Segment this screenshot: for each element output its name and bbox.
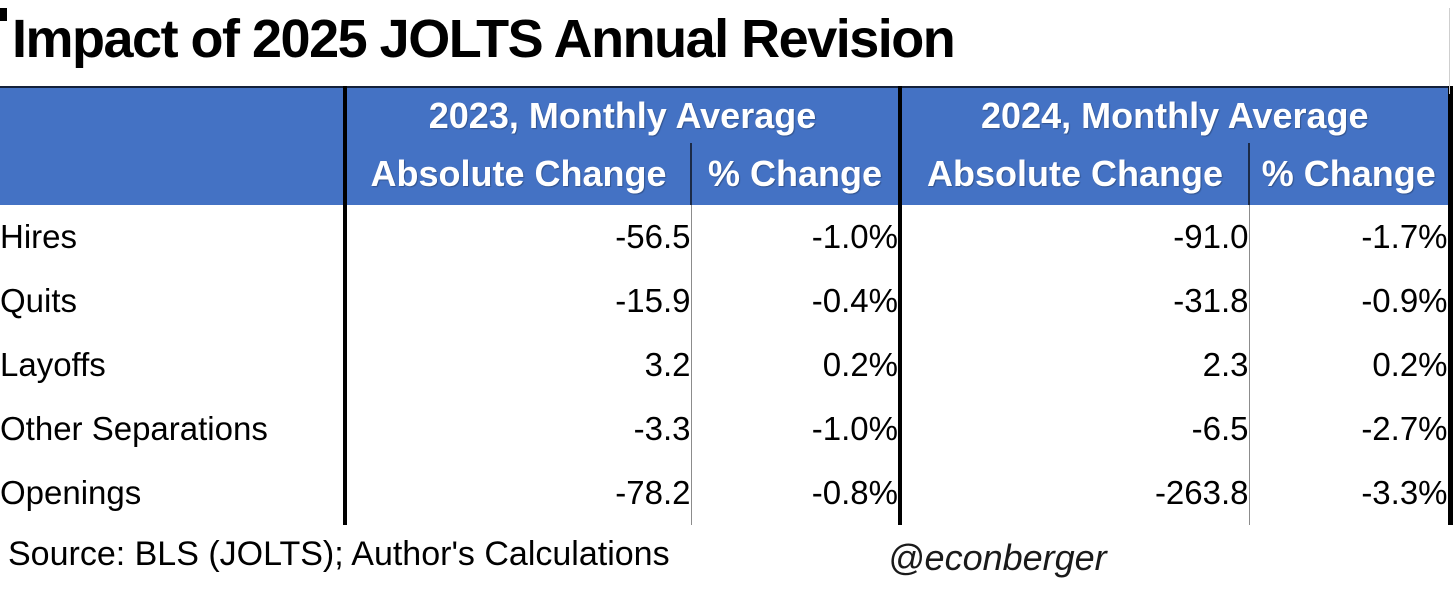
table-row-quits: Quits -15.9 -0.4% -31.8 -0.9% bbox=[0, 269, 1453, 333]
cell-pct-2024: -2.7% bbox=[1248, 397, 1453, 461]
cell-pct-2023: -0.8% bbox=[690, 461, 901, 525]
cell-abs-2023: -78.2 bbox=[343, 461, 691, 525]
table-row-layoffs: Layoffs 3.2 0.2% 2.3 0.2% bbox=[0, 333, 1453, 397]
cell-pct-2024: -3.3% bbox=[1248, 461, 1453, 525]
cell-abs-2023: 3.2 bbox=[343, 333, 691, 397]
row-label: Layoffs bbox=[0, 346, 106, 383]
col-header-pct-change-2024: % Change bbox=[1248, 143, 1453, 205]
screenshot-edge-artifact bbox=[1449, 8, 1450, 94]
cell-abs-2023: -56.5 bbox=[343, 205, 691, 269]
cell-abs-2024: -6.5 bbox=[898, 397, 1250, 461]
cell-pct-2023: -1.0% bbox=[690, 205, 901, 269]
cell-abs-2023: -15.9 bbox=[343, 269, 691, 333]
row-label: Quits bbox=[0, 282, 78, 319]
group-header-row: 2023, Monthly Average 2024, Monthly Aver… bbox=[0, 87, 1453, 205]
table-row-hires: Hires -56.5 -1.0% -91.0 -1.7% bbox=[0, 205, 1453, 269]
cell-abs-2024: -91.0 bbox=[898, 205, 1250, 269]
col-header-abs-change-2024: Absolute Change bbox=[898, 143, 1250, 205]
table-row-other-separations: Other Separations -3.3 -1.0% -6.5 -2.7% bbox=[0, 397, 1453, 461]
cell-pct-2024: -0.9% bbox=[1248, 269, 1453, 333]
jolts-revision-table: 2023, Monthly Average 2024, Monthly Aver… bbox=[0, 86, 1453, 525]
cell-pct-2023: 0.2% bbox=[690, 333, 901, 397]
col-header-abs-change-2023: Absolute Change bbox=[343, 143, 691, 205]
page-title: Impact of 2025 JOLTS Annual Revision bbox=[12, 9, 956, 69]
sub-header-row: Absolute Change % Change Absolute Change… bbox=[0, 143, 1453, 205]
author-credit: @econberger bbox=[888, 537, 1107, 578]
source-note: Source: BLS (JOLTS); Author's Calculatio… bbox=[8, 535, 670, 573]
cell-abs-2024: -263.8 bbox=[898, 461, 1250, 525]
table-row-openings: Openings -78.2 -0.8% -263.8 -3.3% bbox=[0, 461, 1453, 525]
col-header-pct-change-2023: % Change bbox=[689, 143, 901, 205]
screenshot-corner-artifact bbox=[0, 8, 7, 21]
group-header-2024: 2024, Monthly Average bbox=[898, 87, 1453, 143]
cell-pct-2024: 0.2% bbox=[1248, 333, 1453, 397]
cell-pct-2024: -1.7% bbox=[1248, 205, 1453, 269]
row-label: Other Separations bbox=[0, 410, 268, 447]
group-header-2023: 2023, Monthly Average bbox=[342, 87, 901, 143]
corner-cell bbox=[0, 87, 345, 205]
cell-pct-2023: -1.0% bbox=[690, 397, 901, 461]
row-label: Openings bbox=[0, 474, 142, 511]
cell-abs-2023: -3.3 bbox=[343, 397, 691, 461]
cell-pct-2023: -0.4% bbox=[690, 269, 901, 333]
row-label: Hires bbox=[0, 218, 78, 255]
footer: Source: BLS (JOLTS); Author's Calculatio… bbox=[0, 535, 1456, 585]
cell-abs-2024: -31.8 bbox=[898, 269, 1250, 333]
cell-abs-2024: 2.3 bbox=[898, 333, 1250, 397]
